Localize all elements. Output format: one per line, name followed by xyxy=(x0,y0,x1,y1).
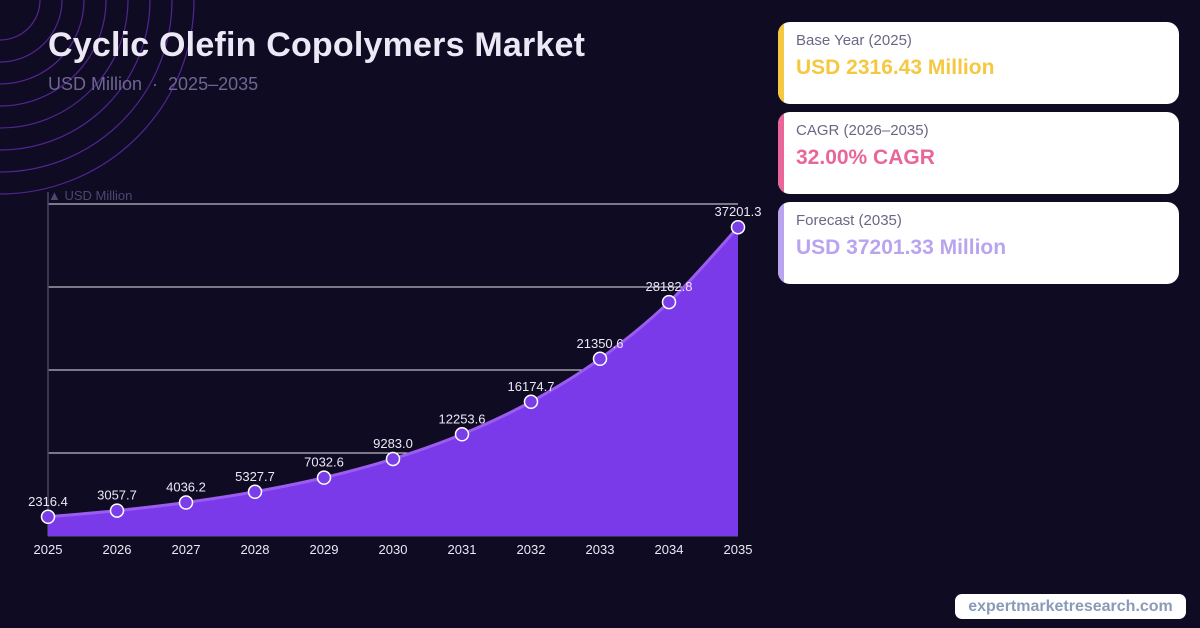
data-point xyxy=(730,219,746,235)
base-year-label: Base Year (2025) xyxy=(796,32,912,49)
data-label: 7032.6 xyxy=(304,455,344,470)
x-tick-label: 2027 xyxy=(172,542,201,557)
data-label: 4036.2 xyxy=(166,479,206,494)
x-tick-label: 2028 xyxy=(241,542,270,557)
x-tick-label: 2033 xyxy=(586,542,615,557)
market-chart: ▲ USD Million 2316.4 2025 3057.7 2026 4036.2 2… xyxy=(28,188,762,557)
data-label: 2316.4 xyxy=(28,494,68,509)
x-tick-label: 2034 xyxy=(655,542,684,557)
data-point xyxy=(592,351,608,367)
data-label: 28182.8 xyxy=(646,279,693,294)
x-tick-label: 2029 xyxy=(310,542,339,557)
x-tick-label: 2026 xyxy=(103,542,132,557)
forecast-card: Forecast (2035) USD 37201.33 Million xyxy=(778,202,1179,284)
data-label: 12253.6 xyxy=(439,411,486,426)
subtitle-separator: · xyxy=(152,74,159,94)
data-point xyxy=(178,495,194,510)
page-title: Cyclic Olefin Copolymers Market xyxy=(48,26,586,64)
data-label: 16174.7 xyxy=(508,379,555,394)
cagr-accent-bar xyxy=(778,112,784,194)
x-tick-label: 2025 xyxy=(34,542,63,557)
data-point xyxy=(661,294,677,310)
x-tick-label: 2031 xyxy=(448,542,477,557)
forecast-label: Forecast (2035) xyxy=(796,212,902,229)
cagr-value: 32.00% CAGR xyxy=(796,146,935,169)
forecast-accent-bar xyxy=(778,202,784,284)
y-axis-label: ▲ USD Million xyxy=(48,188,132,203)
subtitle-period: 2025–2035 xyxy=(168,74,259,94)
data-point xyxy=(523,394,539,409)
data-label: 9283.0 xyxy=(373,436,413,451)
forecast-value: USD 37201.33 Million xyxy=(796,236,1007,259)
base-year-accent-bar xyxy=(778,22,784,104)
x-tick-label: 2032 xyxy=(517,542,546,557)
x-tick-label: 2030 xyxy=(379,542,408,557)
series-line xyxy=(47,226,740,519)
data-point xyxy=(40,509,56,525)
data-point xyxy=(109,503,125,518)
data-point xyxy=(316,470,332,485)
base-year-card: Base Year (2025) USD 2316.43 Million xyxy=(778,22,1179,104)
brand-link[interactable]: expertmarketresearch.com xyxy=(955,594,1186,619)
data-label: 21350.6 xyxy=(577,336,624,351)
cagr-label: CAGR (2026–2035) xyxy=(796,122,929,139)
area-fill xyxy=(48,227,738,536)
data-point xyxy=(247,484,263,500)
subtitle-unit: USD Million xyxy=(48,74,143,94)
data-point xyxy=(385,451,401,467)
data-label: 5327.7 xyxy=(235,469,275,484)
data-point xyxy=(454,427,470,442)
cagr-card: CAGR (2026–2035) 32.00% CAGR xyxy=(778,112,1179,194)
data-label: 3057.7 xyxy=(97,488,137,503)
x-tick-label: 2035 xyxy=(724,542,753,557)
page-subtitle: USD Million · 2025–2035 xyxy=(48,74,258,95)
base-year-value: USD 2316.43 Million xyxy=(796,56,995,79)
data-label: 37201.3 xyxy=(715,204,762,219)
